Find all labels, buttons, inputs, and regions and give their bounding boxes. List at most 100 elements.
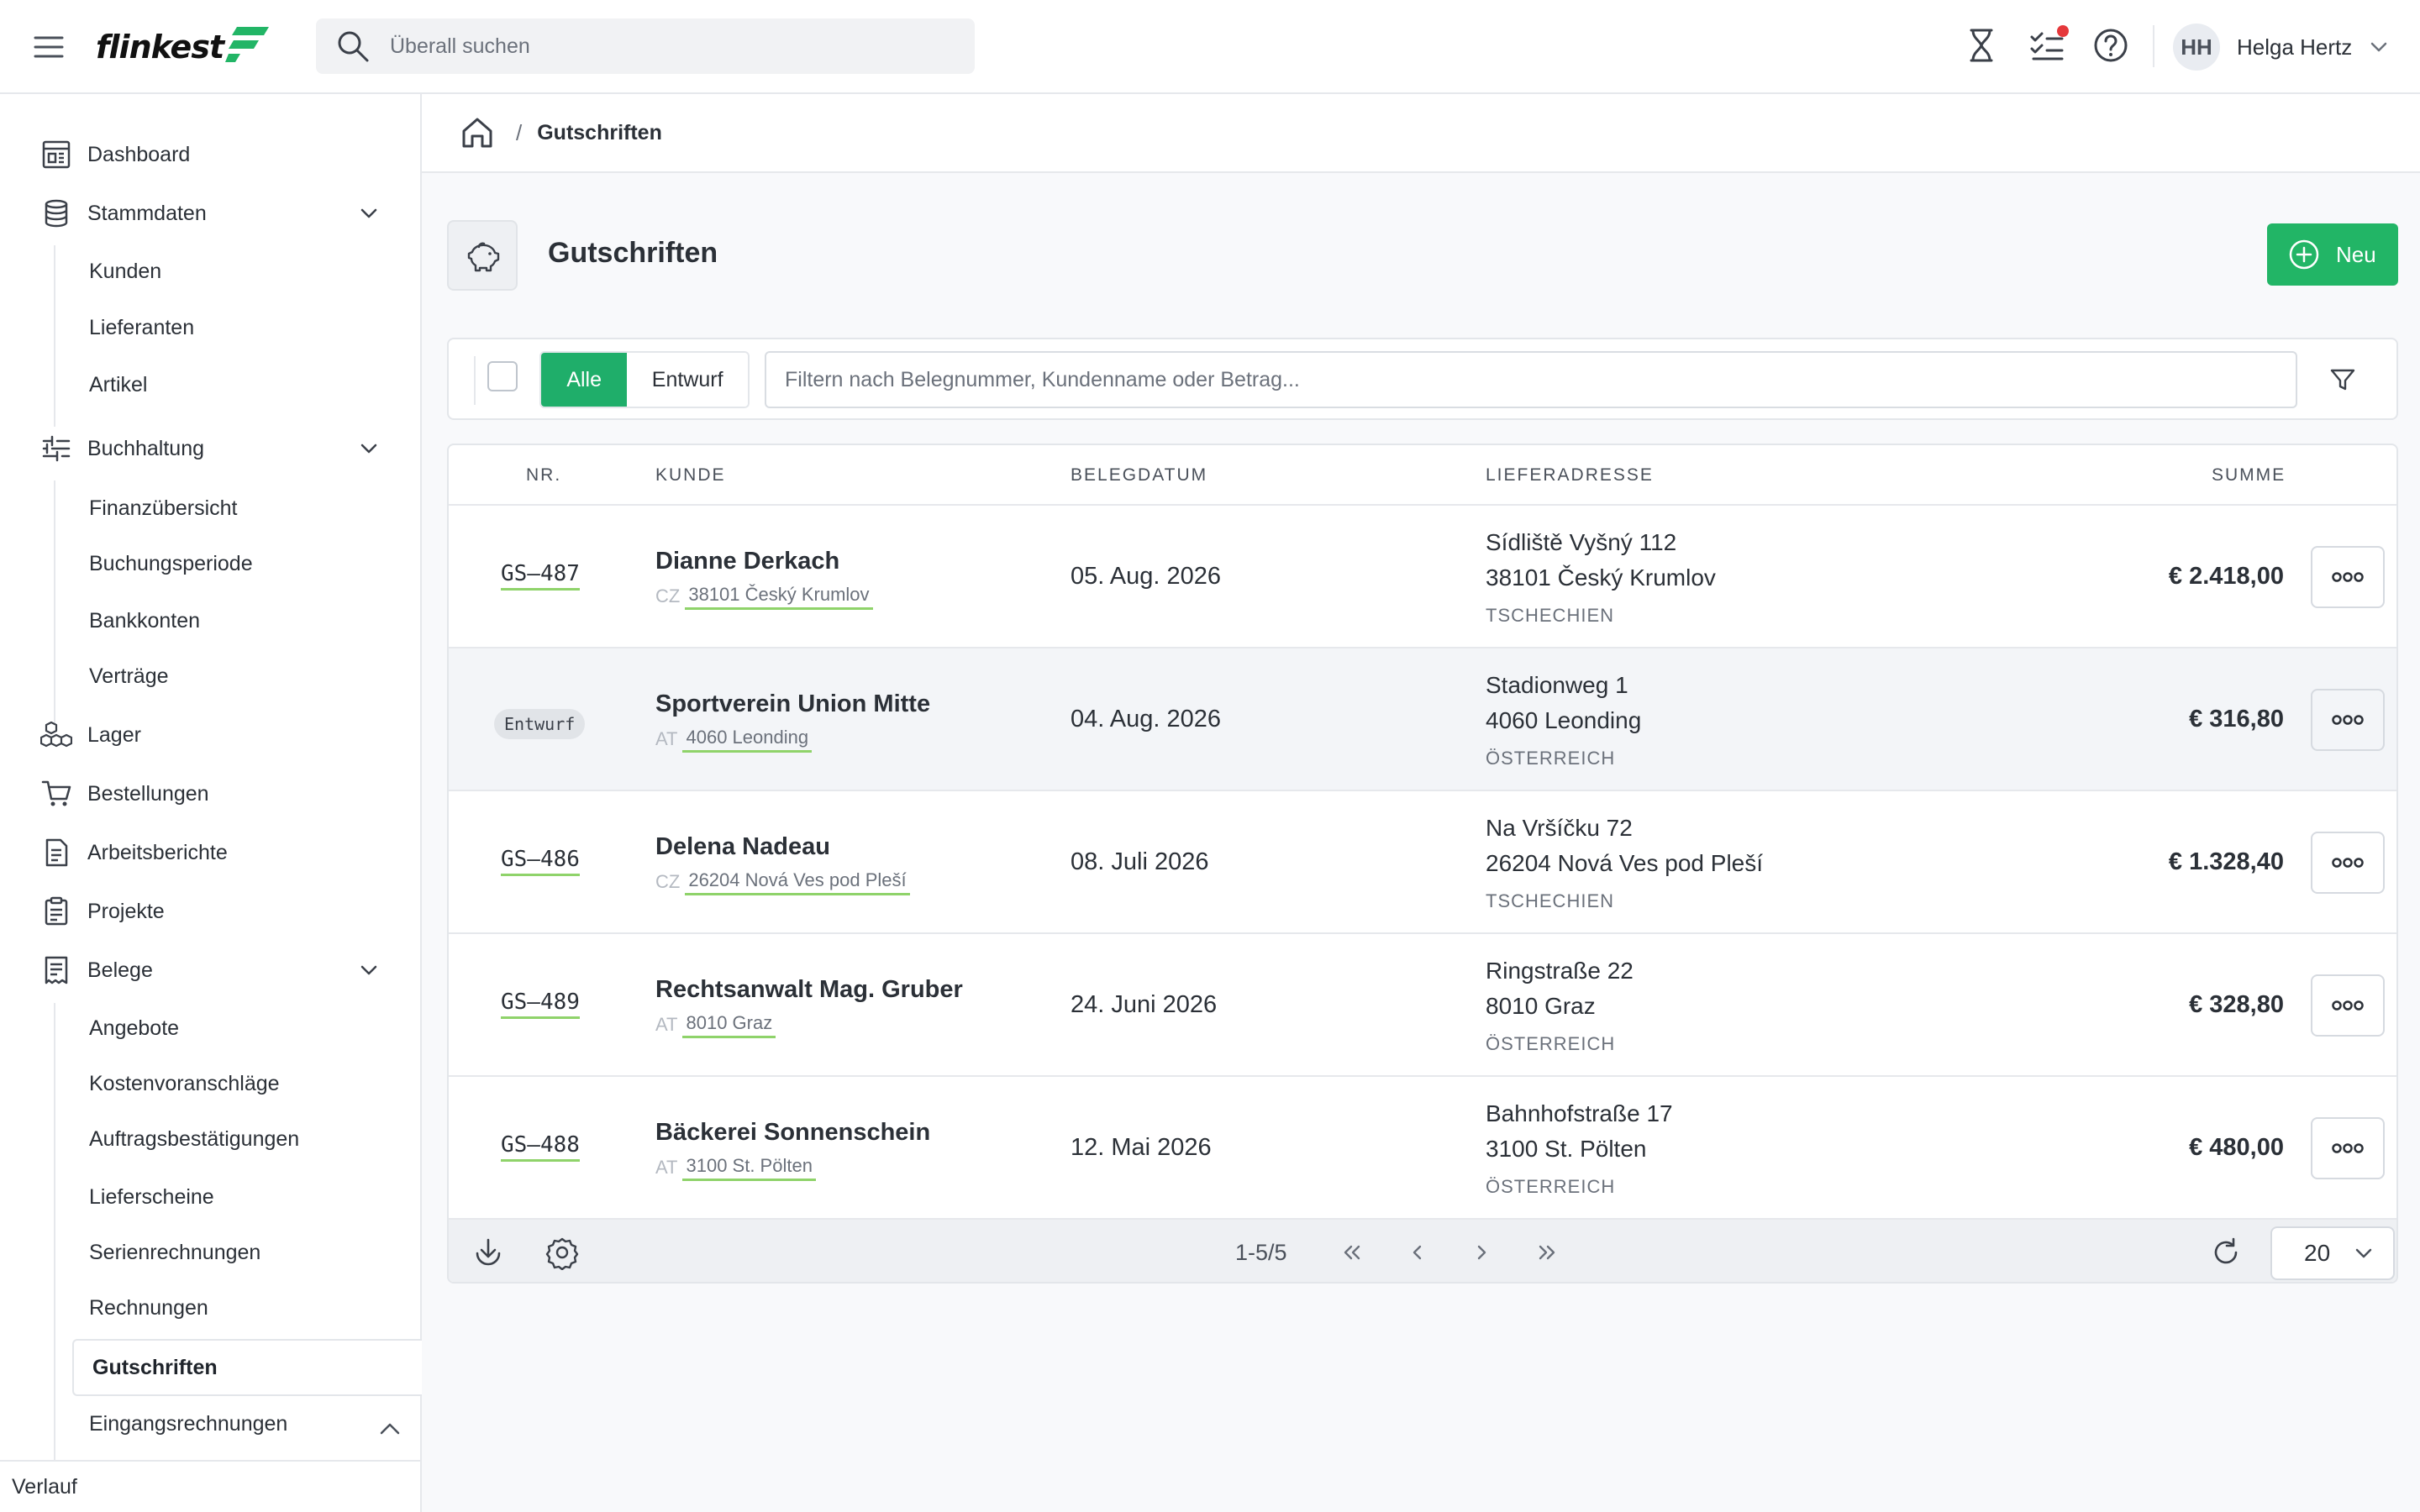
sidebar-item-label: Buchhaltung [87, 436, 205, 460]
customer-location-link[interactable]: 4060 Leonding [682, 727, 813, 753]
customer-country-code: AT [655, 728, 678, 749]
document-number-link[interactable]: GS–486 [501, 847, 580, 876]
sidebar-subitem-buchungsperiode[interactable]: Buchungsperiode [72, 539, 420, 588]
customer-name[interactable]: Delena Nadeau [655, 833, 830, 860]
document-number-link[interactable]: GS–487 [501, 561, 580, 591]
row-actions-button[interactable] [2311, 689, 2385, 751]
column-header-belegdatum[interactable]: BELEGDATUM [1071, 465, 1208, 485]
row-actions-button[interactable] [2311, 832, 2385, 894]
sidebar-subitem-bankkonten[interactable]: Bankkonten [72, 596, 420, 645]
document-number-link[interactable]: GS–488 [501, 1132, 580, 1162]
tab-alle[interactable]: Alle [541, 353, 628, 407]
app-logo[interactable]: flinkest [96, 22, 272, 72]
sidebar-subitem-serienrechnungen[interactable]: Serienrechnungen [72, 1228, 420, 1277]
avatar: HH [2173, 24, 2220, 71]
document-date: 04. Aug. 2026 [1071, 706, 1221, 732]
sidebar-subitem-label: Angebote [89, 1016, 180, 1040]
sidebar-item-belege[interactable]: Belege [0, 945, 420, 995]
customer-name[interactable]: Rechtsanwalt Mag. Gruber [655, 976, 963, 1003]
download-icon[interactable] [471, 1235, 506, 1270]
column-header-kunde[interactable]: KUNDE [655, 465, 726, 485]
breadcrumb-separator: / [516, 119, 523, 145]
sidebar-subitem-rechnungen[interactable]: Rechnungen [72, 1284, 420, 1332]
help-icon[interactable] [2091, 25, 2131, 66]
customer-location-link[interactable]: 3100 St. Pölten [682, 1155, 816, 1181]
new-button[interactable]: Neu [2267, 223, 2398, 286]
customer-name[interactable]: Bäckerei Sonnenschein [655, 1119, 931, 1146]
sidebar-subitem-lieferscheine[interactable]: Lieferscheine [72, 1173, 420, 1221]
chevron-up-icon[interactable] [375, 1415, 405, 1445]
per-page-select[interactable]: 20 [2270, 1226, 2395, 1280]
history-bar[interactable]: Verlauf [0, 1460, 420, 1512]
row-actions-button[interactable] [2311, 1117, 2385, 1179]
global-search[interactable] [316, 18, 975, 74]
sidebar-subitem-finanzuebersicht[interactable]: Finanzübersicht [72, 484, 420, 533]
sidebar-subitem-label: Eingangsrechnungen [89, 1411, 288, 1436]
sidebar-item-projekte[interactable]: Projekte [0, 886, 420, 937]
user-menu[interactable]: HH Helga Hertz [2173, 22, 2391, 72]
sidebar-item-dashboard[interactable]: Dashboard [0, 129, 420, 180]
sidebar-item-stammdaten[interactable]: Stammdaten [0, 188, 420, 239]
chevron-down-icon [2355, 1248, 2372, 1258]
table-row[interactable]: Entwurf Sportverein Union Mitte AT 4060 … [449, 648, 2396, 791]
sidebar-item-label: Lager [87, 722, 141, 747]
sidebar-subitem-eingangsrechnungen[interactable]: Eingangsrechnungen [72, 1399, 420, 1448]
customer-location-link[interactable]: 26204 Nová Ves pod Pleší [685, 869, 910, 895]
first-page-icon[interactable] [1338, 1238, 1366, 1267]
filter-input[interactable] [765, 351, 2297, 408]
column-header-summe[interactable]: SUMME [2212, 465, 2286, 485]
sidebar-item-buchhaltung[interactable]: Buchhaltung [0, 423, 420, 474]
menu-icon[interactable] [32, 30, 66, 64]
table-row[interactable]: GS–489 Rechtsanwalt Mag. Gruber AT 8010 … [449, 934, 2396, 1077]
sidebar-subitem-auftragsbestaetigungen[interactable]: Auftragsbestätigungen [72, 1115, 420, 1163]
next-page-icon[interactable] [1467, 1238, 1496, 1267]
address-street: Bahnhofstraße 17 [1486, 1100, 1673, 1126]
sidebar-subitem-kostenvoranschlaege[interactable]: Kostenvoranschläge [72, 1059, 420, 1108]
address-street: Stadionweg 1 [1486, 672, 1628, 698]
sidebar-subitem-gutschriften[interactable]: Gutschriften [72, 1339, 422, 1396]
sidebar-subitem-artikel[interactable]: Artikel [72, 360, 420, 409]
table-footer: 1-5/5 20 [449, 1220, 2396, 1282]
previous-page-icon[interactable] [1403, 1238, 1432, 1267]
tab-entwurf[interactable]: Entwurf [627, 353, 748, 407]
report-icon [45, 838, 68, 867]
row-actions-button[interactable] [2311, 546, 2385, 608]
search-input[interactable] [390, 34, 928, 59]
tasks-icon[interactable] [2027, 25, 2067, 66]
top-divider [2153, 25, 2154, 67]
row-actions-button[interactable] [2311, 974, 2385, 1037]
column-header-nr[interactable]: NR. [526, 465, 562, 485]
column-header-lieferadresse[interactable]: LIEFERADRESSE [1486, 465, 1654, 485]
customer-location: AT 8010 Graz [655, 1011, 776, 1038]
sidebar-item-lager[interactable]: Lager [0, 710, 420, 760]
customer-name[interactable]: Sportverein Union Mitte [655, 690, 931, 717]
row-sum: € 480,00 [2189, 1134, 2284, 1161]
filter-funnel-icon[interactable] [2328, 365, 2358, 395]
sidebar-subitem-kunden[interactable]: Kunden [72, 247, 420, 296]
sidebar-item-bestellungen[interactable]: Bestellungen [0, 769, 420, 819]
customer-name[interactable]: Dianne Derkach [655, 548, 840, 575]
document-icon [45, 956, 68, 984]
row-sum: € 316,80 [2189, 706, 2284, 732]
settings-gear-icon[interactable] [544, 1235, 580, 1270]
table-row[interactable]: GS–488 Bäckerei Sonnenschein AT 3100 St.… [449, 1077, 2396, 1220]
customer-location-link[interactable]: 8010 Graz [682, 1012, 776, 1038]
sidebar-subitem-vertraege[interactable]: Verträge [72, 652, 420, 701]
sidebar-subitem-angebote[interactable]: Angebote [72, 1004, 420, 1053]
sidebar-subitem-lieferanten[interactable]: Lieferanten [72, 303, 420, 352]
refresh-icon[interactable] [2208, 1235, 2244, 1270]
more-horizontal-icon [2332, 715, 2364, 725]
sidebar-item-arbeitsberichte[interactable]: Arbeitsberichte [0, 827, 420, 878]
table-row[interactable]: GS–486 Delena Nadeau CZ 26204 Nová Ves p… [449, 791, 2396, 934]
customer-location-link[interactable]: 38101 Český Krumlov [685, 584, 873, 610]
sidebar-item-label: Stammdaten [87, 201, 207, 225]
hourglass-icon[interactable] [1961, 25, 2002, 66]
breadcrumb: / Gutschriften [422, 94, 2420, 173]
document-number-link[interactable]: GS–489 [501, 990, 580, 1019]
last-page-icon[interactable] [1533, 1238, 1561, 1267]
address-country: ÖSTERREICH [1486, 748, 1616, 769]
table-row[interactable]: GS–487 Dianne Derkach CZ 38101 Český Kru… [449, 506, 2396, 648]
home-icon[interactable] [459, 114, 496, 151]
per-page-value: 20 [2304, 1240, 2331, 1266]
select-all-checkbox[interactable] [487, 361, 518, 391]
